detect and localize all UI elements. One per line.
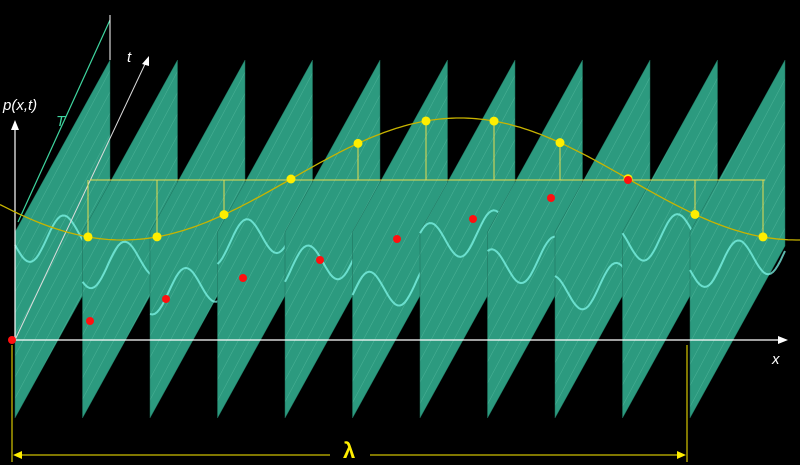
position-axis-label: x <box>771 351 780 368</box>
phase-dot <box>469 215 477 223</box>
sample-dot <box>555 138 565 148</box>
sample-dot <box>758 232 768 242</box>
period-label: T <box>56 113 67 130</box>
time-panel <box>487 59 583 419</box>
phase-dot <box>86 317 94 325</box>
sample-dot <box>83 232 93 242</box>
sample-dot <box>421 116 431 126</box>
time-panel <box>82 59 178 419</box>
pressure-curve <box>0 117 800 241</box>
t-arrow <box>142 56 149 66</box>
lambda-arrow-l <box>13 451 22 459</box>
phase-dot <box>239 274 247 282</box>
time-panel <box>149 59 246 419</box>
time-panel <box>217 59 313 419</box>
sample-dot <box>489 116 499 126</box>
sample-dot <box>219 210 229 220</box>
period-line <box>17 19 111 223</box>
phase-dot <box>547 194 555 202</box>
sample-dot <box>286 174 296 184</box>
sample-dot <box>353 138 363 148</box>
phase-dot <box>393 235 401 243</box>
t-axis <box>14 61 147 341</box>
phase-dot <box>162 295 170 303</box>
phase-dot <box>316 256 324 264</box>
overlay <box>0 15 800 462</box>
sample-dot <box>152 232 162 242</box>
time-panel <box>622 59 718 419</box>
time-panel <box>284 59 381 419</box>
lambda-arrow-r <box>677 451 686 459</box>
sample-dot <box>690 209 700 219</box>
time-panel <box>689 59 786 419</box>
panel-trace <box>689 239 786 288</box>
time-panel <box>554 59 651 419</box>
time-axis-label: t <box>127 49 132 66</box>
wavelength-label: λ <box>343 438 355 463</box>
p-arrow <box>11 120 19 130</box>
time-panel <box>419 59 516 419</box>
phase-dot <box>624 176 632 184</box>
phase-dot <box>8 336 16 344</box>
x-arrow <box>778 336 788 344</box>
pressure-axis-label: p(x,t) <box>2 97 37 114</box>
